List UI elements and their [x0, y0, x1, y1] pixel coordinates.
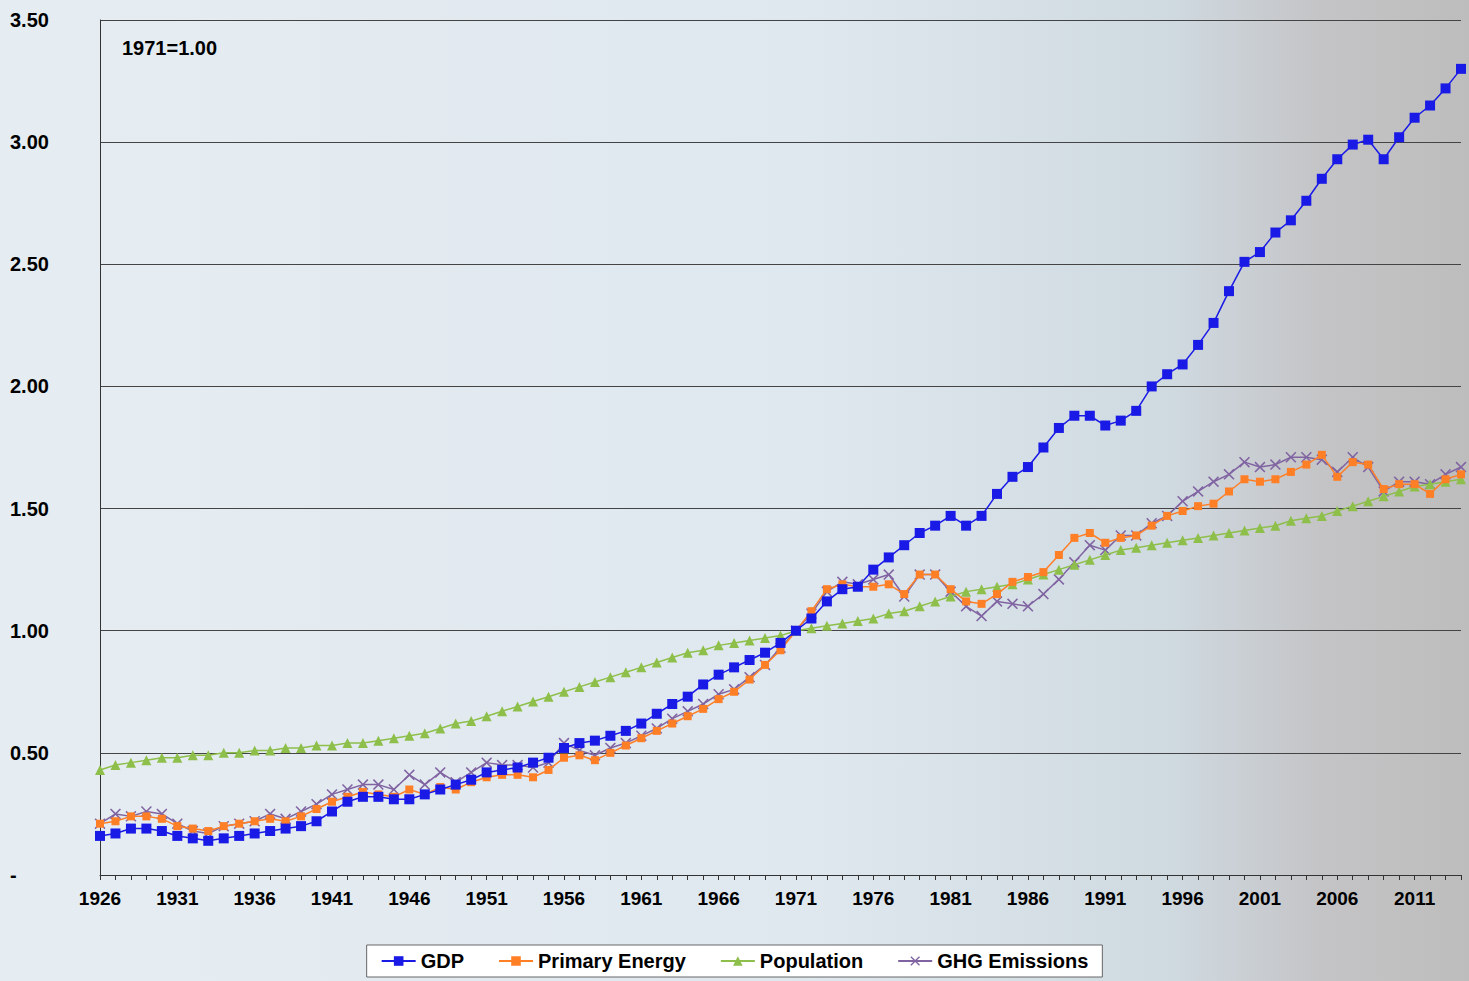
svg-text:1986: 1986 — [1007, 888, 1049, 909]
svg-text:GHG Emissions: GHG Emissions — [937, 950, 1088, 972]
svg-text:1956: 1956 — [543, 888, 585, 909]
svg-text:2.00: 2.00 — [10, 375, 49, 397]
svg-text:0.50: 0.50 — [10, 742, 49, 764]
svg-text:1961: 1961 — [620, 888, 663, 909]
svg-text:1981: 1981 — [929, 888, 972, 909]
svg-text:-: - — [10, 864, 17, 886]
svg-text:1971: 1971 — [775, 888, 818, 909]
svg-text:1946: 1946 — [388, 888, 430, 909]
svg-text:GDP: GDP — [421, 950, 464, 972]
svg-text:1971=1.00: 1971=1.00 — [122, 37, 217, 59]
svg-text:1931: 1931 — [156, 888, 199, 909]
svg-text:1966: 1966 — [697, 888, 739, 909]
svg-text:1.00: 1.00 — [10, 620, 49, 642]
svg-text:2.50: 2.50 — [10, 253, 49, 275]
svg-text:1.50: 1.50 — [10, 498, 49, 520]
svg-text:1976: 1976 — [852, 888, 894, 909]
svg-text:3.50: 3.50 — [10, 9, 49, 31]
svg-text:1936: 1936 — [234, 888, 276, 909]
svg-text:1951: 1951 — [466, 888, 509, 909]
svg-text:2001: 2001 — [1239, 888, 1282, 909]
svg-text:2006: 2006 — [1316, 888, 1358, 909]
svg-text:1926: 1926 — [79, 888, 121, 909]
svg-text:3.00: 3.00 — [10, 131, 49, 153]
svg-text:1941: 1941 — [311, 888, 354, 909]
svg-text:Population: Population — [760, 950, 863, 972]
svg-text:1991: 1991 — [1084, 888, 1127, 909]
svg-text:1996: 1996 — [1161, 888, 1203, 909]
svg-text:Primary Energy: Primary Energy — [538, 950, 687, 972]
svg-text:2011: 2011 — [1394, 888, 1436, 909]
